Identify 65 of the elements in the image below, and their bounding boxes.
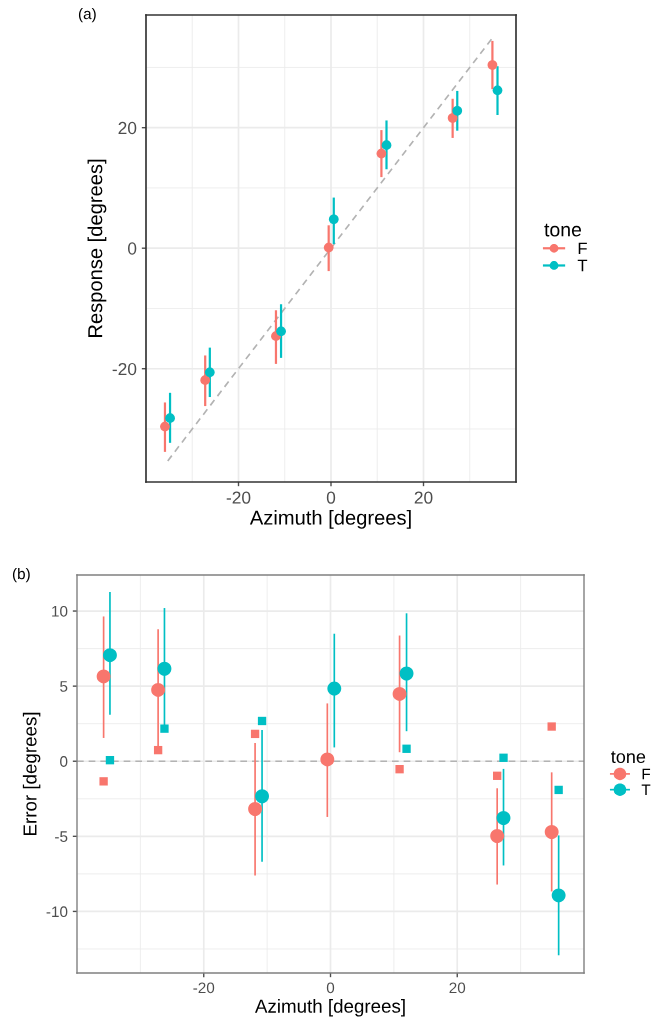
point (399, 666, 414, 681)
point (96, 669, 111, 684)
legend-title: tone (544, 223, 582, 237)
point (160, 724, 169, 733)
point (376, 148, 387, 159)
point (547, 722, 556, 731)
point (151, 682, 166, 697)
point (402, 744, 411, 753)
point (551, 888, 566, 903)
x-tick-label: 20 (449, 982, 466, 994)
point (204, 367, 215, 378)
x-tick-label: 0 (326, 491, 336, 504)
point (492, 85, 503, 96)
y-tick-label: 5 (60, 681, 68, 692)
point (544, 825, 559, 839)
legend-label: F (578, 242, 587, 255)
point (493, 771, 502, 780)
y-tick-label: -10 (46, 906, 68, 918)
point (490, 829, 505, 843)
point (328, 214, 339, 225)
x-tick-label: -20 (193, 982, 215, 994)
point (153, 745, 163, 755)
point (499, 753, 508, 762)
point (487, 60, 498, 70)
x-axis-title: Azimuth [degrees] (254, 999, 405, 1017)
y-axis-title: Error [degrees] (22, 712, 41, 835)
y-tick-label: 10 (52, 605, 68, 617)
point (250, 729, 260, 739)
point (248, 802, 263, 816)
text: (b) (12, 568, 30, 583)
legend-label: T (577, 259, 588, 272)
point (105, 756, 115, 765)
point (200, 375, 211, 386)
point (447, 113, 458, 123)
point (323, 242, 334, 253)
y-tick-label: -20 (112, 362, 137, 376)
point (165, 413, 175, 423)
point (327, 681, 342, 696)
y-axis-title: Response [degrees] (87, 159, 107, 337)
point (255, 789, 269, 804)
point (381, 140, 392, 151)
y-tick-label: 20 (118, 121, 137, 135)
point (257, 716, 267, 726)
y-tick-label: 0 (128, 242, 137, 255)
legend-label: F (642, 768, 651, 780)
point (320, 752, 335, 767)
point (496, 811, 511, 825)
point (392, 687, 407, 701)
point (452, 105, 463, 116)
text: (a) (78, 8, 96, 23)
point (99, 777, 108, 786)
y-tick-label: 0 (60, 756, 68, 767)
x-axis-title: Azimuth [degrees] (249, 509, 411, 529)
y-tick-label: -5 (55, 831, 68, 843)
point (103, 648, 117, 663)
point (395, 765, 404, 774)
x-tick-label: -20 (226, 491, 251, 504)
point (157, 661, 172, 676)
point (160, 421, 170, 432)
point (276, 326, 286, 337)
legend-label: T (641, 784, 651, 796)
x-tick-label: 0 (326, 982, 335, 994)
point (554, 785, 563, 795)
legend-title: tone (611, 751, 646, 764)
x-tick-label: 20 (414, 491, 433, 504)
